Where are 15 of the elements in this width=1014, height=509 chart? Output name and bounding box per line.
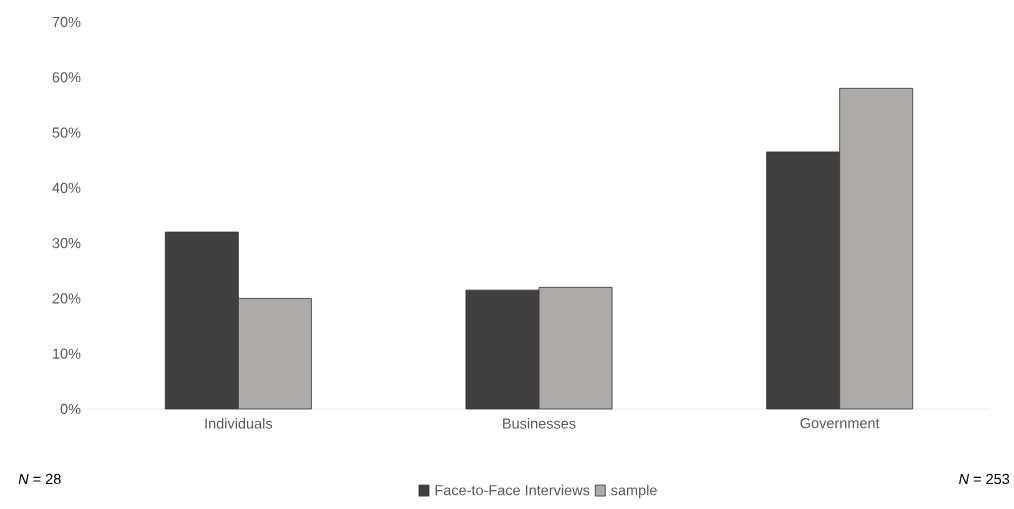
y-tick-label: 40% [52, 182, 81, 193]
x-tick-label: Government [800, 418, 880, 429]
y-tick-label: 70% [52, 16, 81, 28]
y-tick-label: 10% [53, 348, 81, 359]
text: N = 253 [959, 473, 1010, 485]
y-tick-label: 20% [52, 293, 81, 304]
text: N = 28 [18, 473, 61, 485]
y-tick-label: 0% [60, 403, 81, 415]
x-tick-label: Individuals [205, 418, 273, 429]
y-tick-label: 50% [52, 127, 81, 138]
x-tick-label: Businesses [503, 418, 576, 429]
y-tick-label: 30% [52, 238, 81, 249]
legend-label: sample [611, 484, 657, 499]
y-tick-label: 60% [52, 72, 81, 83]
legend-label: Face-to-Face Interviews [435, 484, 590, 496]
